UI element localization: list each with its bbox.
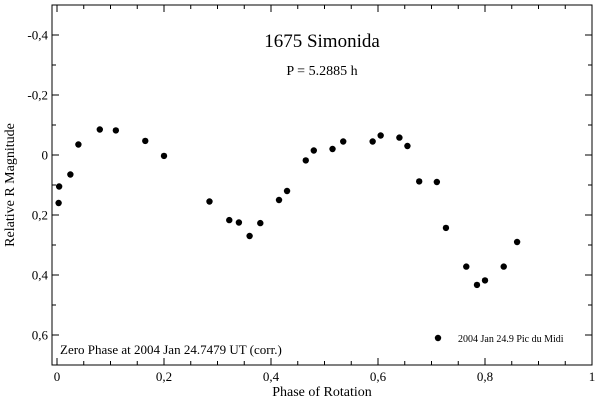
period-label: P = 5.2885 h — [286, 64, 357, 79]
x-tick-label: 0,2 — [156, 369, 172, 384]
data-point — [206, 198, 213, 205]
data-point — [396, 134, 403, 141]
data-point — [160, 152, 168, 160]
y-tick-label: 0,4 — [32, 268, 49, 283]
data-point — [55, 199, 62, 207]
y-tick-label: -0,4 — [27, 28, 48, 43]
data-point — [235, 219, 243, 226]
data-point — [275, 196, 283, 204]
x-tick-label: 1 — [589, 369, 596, 384]
data-point — [500, 263, 507, 270]
x-tick-label: 0,4 — [263, 369, 280, 384]
y-tick-label: 0,6 — [32, 328, 49, 343]
data-point — [463, 263, 470, 270]
data-point — [340, 138, 347, 145]
y-tick-label: 0 — [42, 148, 49, 163]
data-points — [55, 126, 521, 289]
data-point — [142, 137, 149, 145]
x-tick-labels: 0 0,2 0,4 0,6 0,8 1 — [54, 369, 596, 384]
data-point — [442, 224, 450, 232]
data-point — [75, 141, 82, 148]
y-tick-label: -0,2 — [27, 88, 48, 103]
legend-marker — [434, 334, 442, 342]
data-point — [310, 147, 317, 154]
x-tick-label: 0,6 — [370, 369, 387, 384]
data-point — [55, 183, 63, 190]
data-point — [112, 127, 120, 134]
data-point — [415, 178, 423, 185]
legend-label: 2004 Jan 24.9 Pic du Midi — [458, 334, 564, 345]
x-axis-title: Phase of Rotation — [272, 385, 372, 400]
data-point — [377, 132, 384, 139]
data-point — [226, 216, 233, 224]
axis-ticks — [52, 4, 593, 366]
zero-phase-annotation: Zero Phase at 2004 Jan 24.7479 UT (corr.… — [60, 342, 282, 357]
y-axis-title: Relative R Magnitude — [3, 123, 18, 247]
data-point — [67, 171, 74, 178]
data-point — [481, 277, 489, 284]
data-point — [283, 187, 291, 195]
data-point — [257, 219, 264, 227]
x-tick-label: 0,8 — [477, 369, 493, 384]
x-tick-label: 0 — [54, 369, 61, 384]
legend: 2004 Jan 24.9 Pic du Midi — [434, 334, 564, 345]
data-point — [433, 178, 441, 186]
data-point — [302, 157, 309, 164]
data-point — [246, 232, 253, 240]
chart-title: 1675 Simonida — [264, 31, 380, 52]
data-point — [473, 281, 481, 289]
y-tick-labels: -0,4 -0,2 0 0,2 0,4 0,6 — [27, 28, 48, 343]
y-tick-label: 0,2 — [32, 208, 48, 223]
data-point — [513, 238, 521, 246]
data-point — [96, 126, 104, 133]
data-point — [369, 138, 376, 145]
data-point — [404, 142, 411, 150]
plot-frame — [51, 4, 593, 366]
data-point — [329, 145, 336, 153]
